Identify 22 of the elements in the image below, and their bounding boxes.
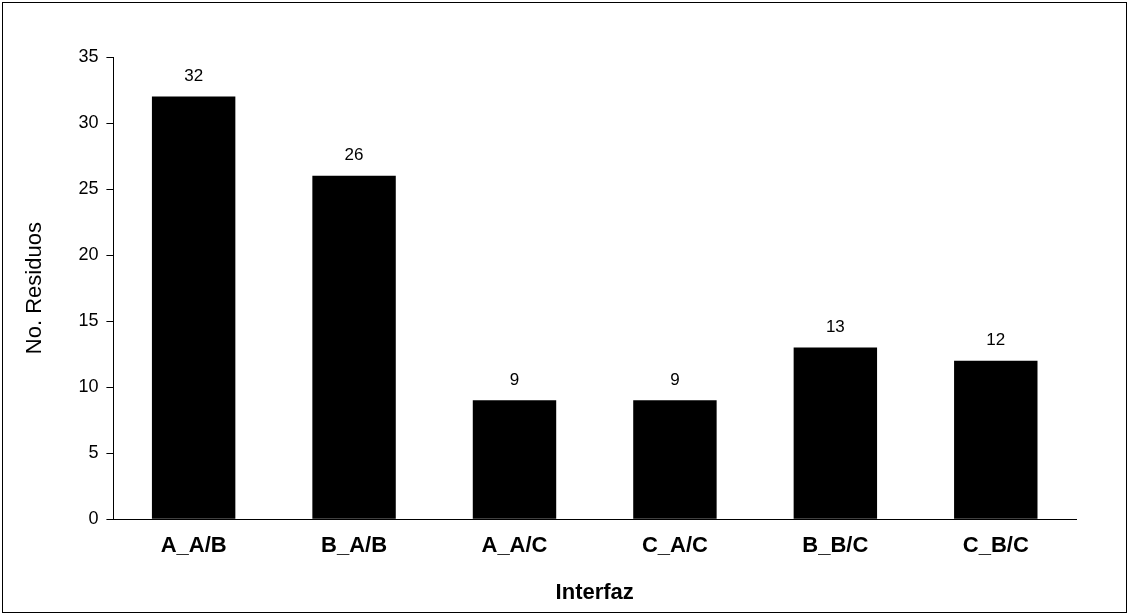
x-tick-label: B_B/C: [802, 532, 869, 558]
y-tick-label: 0: [88, 508, 99, 529]
data-label: 32: [184, 65, 204, 85]
y-tick-label: 5: [88, 442, 99, 463]
y-tick-label: 25: [78, 178, 99, 199]
y-tick-label: 20: [78, 244, 99, 265]
x-tick-label: A_A/C: [481, 532, 548, 558]
x-tick-label: B_A/B: [321, 532, 388, 558]
y-tick-label: 15: [78, 310, 99, 331]
data-label: 13: [825, 316, 845, 336]
x-axis-title: Interfaz: [555, 578, 634, 604]
data-label: 26: [344, 145, 364, 165]
x-tick-label: A_A/B: [160, 532, 227, 558]
data-label: 9: [509, 369, 520, 389]
y-tick-label: 10: [78, 376, 99, 397]
data-label: 9: [670, 369, 680, 389]
x-tick-label: C_B/C: [962, 532, 1029, 558]
y-axis-title: No. Residuos: [21, 222, 47, 355]
y-tick-label: 35: [78, 45, 99, 66]
y-tick-label: 30: [78, 112, 99, 132]
data-label: 12: [986, 329, 1006, 349]
x-tick-label: C_A/C: [641, 532, 709, 558]
